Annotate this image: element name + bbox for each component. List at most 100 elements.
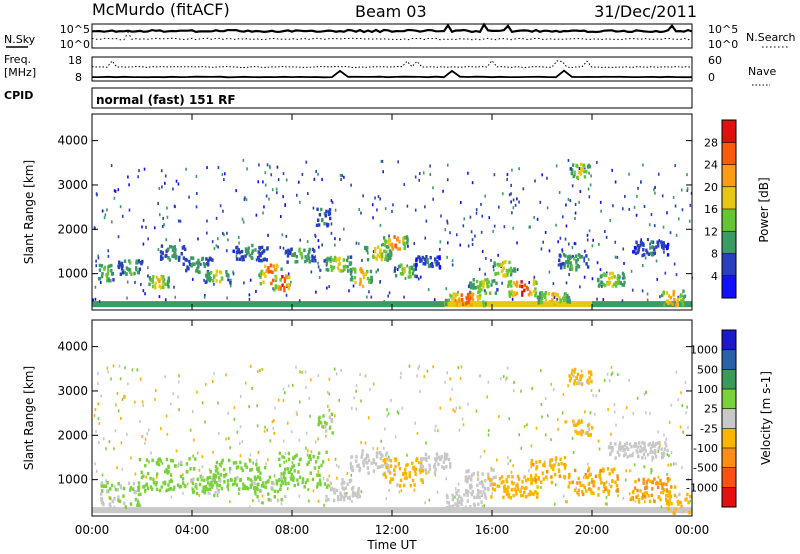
echo-patch-cell <box>206 276 209 280</box>
echo-patch-cell <box>550 480 554 485</box>
ground-scatter-cell <box>369 507 373 514</box>
echo-patch-cell <box>572 374 575 378</box>
echo-cell <box>511 211 513 215</box>
ground-scatter-cell <box>214 507 218 514</box>
echo-patch-cell <box>483 301 487 306</box>
echo-cell <box>158 295 161 299</box>
echo-patch-cell <box>370 461 373 466</box>
echo-cell <box>263 205 265 209</box>
echo-patch-cell <box>635 495 638 499</box>
echo-patch-cell <box>415 274 418 279</box>
x-tick-label: 16:00 <box>475 523 510 537</box>
echo-patch-cell <box>660 240 663 244</box>
echo-cell <box>643 465 645 469</box>
echo-patch-cell <box>575 375 578 380</box>
echo-patch-cell <box>387 252 390 257</box>
echo-cell <box>498 205 500 209</box>
ground-scatter-cell <box>499 507 503 514</box>
echo-cell <box>179 219 182 223</box>
echo-patch-cell <box>306 462 309 467</box>
echo-cell <box>285 178 288 182</box>
echo-cell <box>285 459 288 463</box>
echo-patch-cell <box>350 465 353 469</box>
echo-patch-cell <box>130 272 133 276</box>
echo-patch-cell <box>579 374 582 379</box>
echo-patch-cell <box>214 490 217 495</box>
ground-scatter-cell <box>622 507 625 514</box>
echo-cell <box>284 452 287 456</box>
echo-patch-cell <box>212 473 215 477</box>
echo-patch-cell <box>586 265 590 269</box>
ground-scatter-cell <box>442 301 445 308</box>
echo-cell <box>364 374 367 378</box>
ground-scatter-cell <box>222 507 225 514</box>
echo-cell <box>272 287 274 291</box>
ground-scatter-cell <box>262 507 265 514</box>
echo-patch-cell <box>435 458 438 463</box>
echo-patch-cell <box>293 454 297 459</box>
echo-patch-cell <box>515 280 519 285</box>
echo-cell <box>622 276 624 280</box>
echo-patch-cell <box>393 235 396 239</box>
echo-patch-cell <box>602 282 605 287</box>
ground-scatter-cell <box>427 301 430 308</box>
echo-patch-cell <box>316 473 319 478</box>
echo-patch-cell <box>315 485 319 489</box>
echo-patch-cell <box>402 472 405 476</box>
echo-patch-cell <box>322 414 325 418</box>
echo-patch-cell <box>342 495 346 500</box>
echo-cell <box>271 188 274 192</box>
echo-cell <box>255 464 258 468</box>
colorbar-tick-label: -25 <box>700 422 718 435</box>
ground-scatter-cell <box>604 507 608 514</box>
echo-patch-cell <box>433 462 437 467</box>
echo-cell <box>571 373 574 377</box>
echo-patch-cell <box>308 250 311 254</box>
echo-patch-cell <box>259 281 262 286</box>
echo-cell <box>307 488 310 492</box>
echo-cell <box>501 192 504 196</box>
echo-cell <box>305 446 307 450</box>
echo-cell <box>153 226 156 230</box>
echo-patch-cell <box>192 467 196 471</box>
ground-scatter-cell <box>92 507 95 514</box>
echo-patch-cell <box>654 442 658 446</box>
echo-cell <box>207 491 210 495</box>
echo-cell <box>663 250 665 254</box>
ground-scatter-cell <box>457 301 460 308</box>
echo-patch-cell <box>378 451 382 455</box>
echo-cell <box>161 461 164 465</box>
echo-patch-cell <box>607 492 610 497</box>
echo-patch-cell <box>366 269 369 274</box>
ground-scatter-cell <box>339 507 343 514</box>
echo-cell <box>669 231 672 235</box>
echo-patch-cell <box>512 493 515 498</box>
echo-patch-cell <box>273 288 276 292</box>
echo-cell <box>459 243 462 247</box>
echo-cell <box>340 178 342 182</box>
echo-patch-cell <box>650 493 653 498</box>
echo-patch-cell <box>205 273 208 278</box>
echo-patch-cell <box>410 461 414 466</box>
echo-patch-cell <box>636 250 640 255</box>
echo-cell <box>177 380 180 384</box>
echo-cell <box>424 236 427 240</box>
echo-patch-cell <box>483 486 487 491</box>
echo-patch-cell <box>564 463 567 468</box>
echo-cell <box>350 183 352 187</box>
echo-patch-cell <box>523 486 527 491</box>
echo-patch-cell <box>108 264 111 268</box>
ground-scatter-cell <box>179 301 183 308</box>
echo-patch-cell <box>445 505 449 510</box>
echo-patch-cell <box>666 479 670 483</box>
echo-patch-cell <box>346 482 349 486</box>
colorbar-tick-label: -100 <box>693 442 718 455</box>
echo-cell <box>320 425 323 429</box>
echo-cell <box>317 499 320 503</box>
echo-patch-cell <box>403 246 406 251</box>
echo-cell <box>173 285 175 289</box>
echo-cell <box>150 451 152 455</box>
echo-cell <box>322 476 325 480</box>
echo-patch-cell <box>422 457 425 461</box>
echo-cell <box>539 200 542 204</box>
